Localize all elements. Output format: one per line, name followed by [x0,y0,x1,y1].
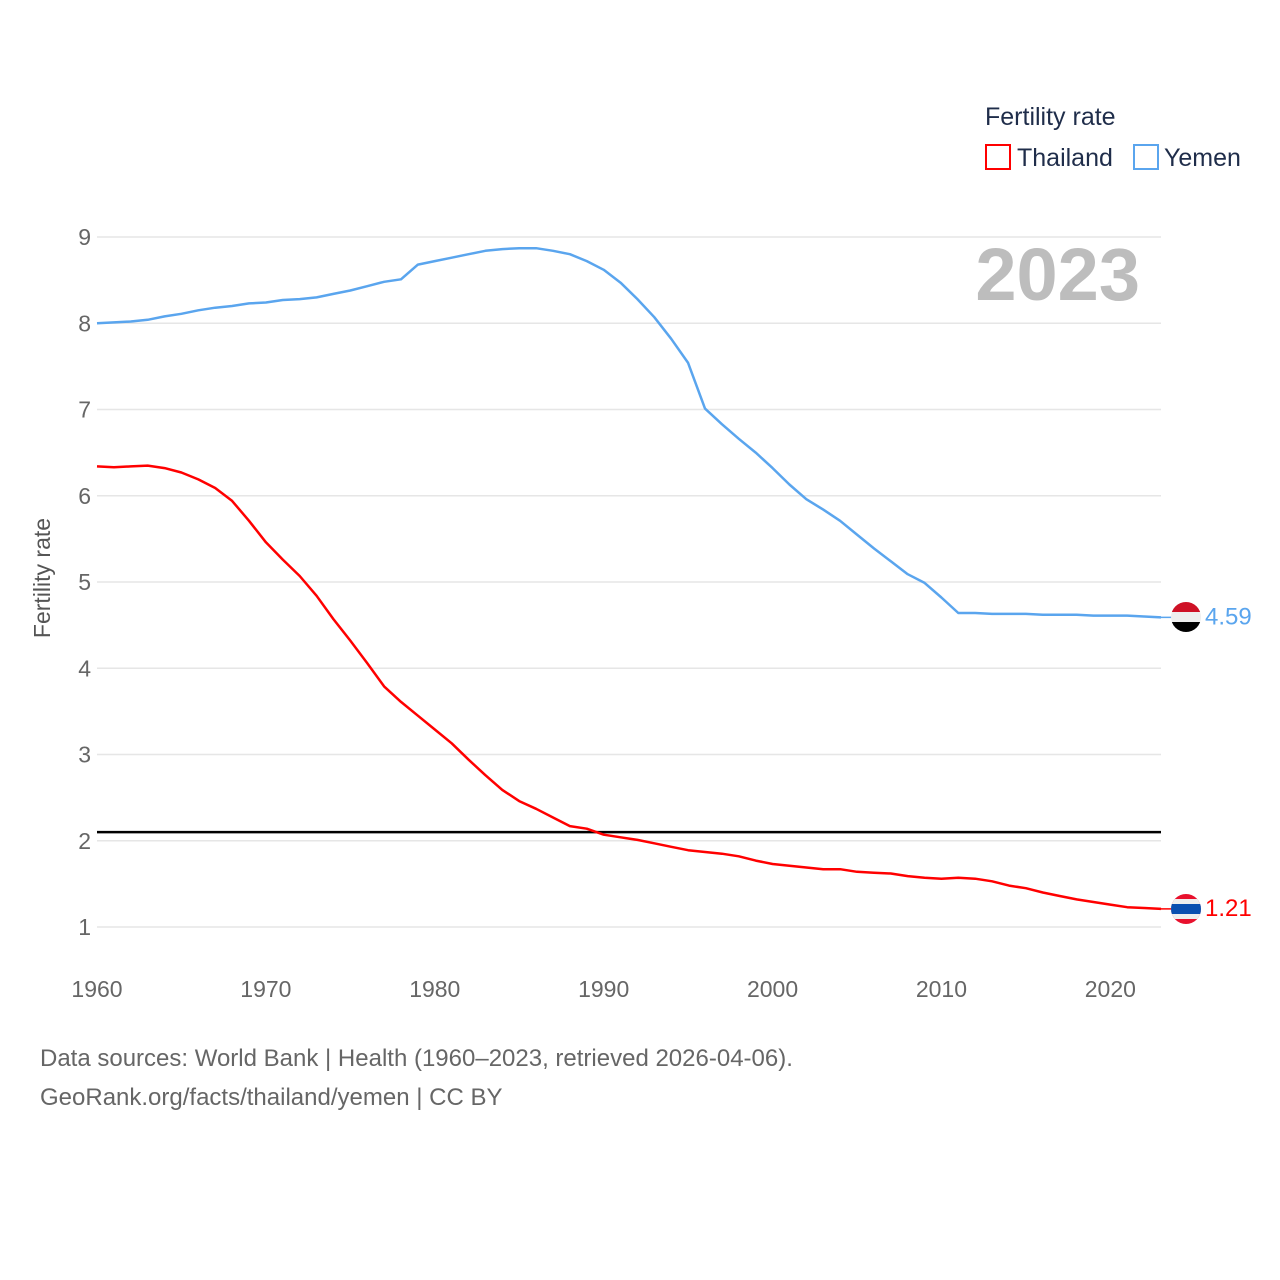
x-axis-ticks: 1960 1970 1980 1990 2000 2010 2020 [71,976,1136,1002]
x-tick-label: 1970 [240,976,291,1002]
y-tick-label: 5 [78,569,91,595]
legend-swatch-yemen [1133,144,1159,170]
y-tick-label: 7 [78,397,91,423]
series-lines [96,246,1162,911]
end-value-label-thailand: 1.21 [1205,895,1252,922]
x-tick-label: 1960 [71,976,122,1002]
legend-label-yemen: Yemen [1164,144,1241,172]
thailand-flag-icon [1171,894,1201,924]
x-tick-label: 2000 [747,976,798,1002]
x-tick-label: 1990 [578,976,629,1002]
y-tick-label: 4 [78,655,91,681]
y-tick-label: 2 [78,828,91,854]
y-tick-label: 1 [78,914,91,940]
x-tick-label: 2020 [1085,976,1136,1002]
legend-swatch-thailand [985,144,1011,170]
legend-item-thailand[interactable]: Thailand [985,144,1113,172]
y-axis-label: Fertility rate [29,518,55,638]
y-tick-label: 8 [78,310,91,336]
y-tick-label: 9 [78,224,91,250]
legend: Fertility rate Thailand Yemen [985,103,1241,172]
legend-label-thailand: Thailand [1017,144,1113,172]
legend-item-yemen[interactable]: Yemen [1133,144,1241,172]
source-link[interactable]: GeoRank.org/facts/thailand/yemen | CC BY [40,1084,503,1111]
y-tick-label: 3 [78,742,91,768]
legend-title: Fertility rate [985,103,1116,131]
gridlines [97,236,1161,928]
source-note: Data sources: World Bank | Health (1960–… [40,1045,793,1072]
yemen-flag-icon [1171,602,1201,632]
x-tick-label: 1980 [409,976,460,1002]
year-label: 2023 [975,233,1140,316]
end-labels: 1.21 4.59 [1161,603,1252,922]
y-axis-ticks: 1 2 3 4 5 6 7 8 9 [78,224,91,940]
series-line-yemen [96,246,1162,619]
series-line-thailand [96,464,1162,911]
y-tick-label: 6 [78,483,91,509]
x-tick-label: 2010 [916,976,967,1002]
end-value-label-yemen: 4.59 [1205,603,1252,630]
